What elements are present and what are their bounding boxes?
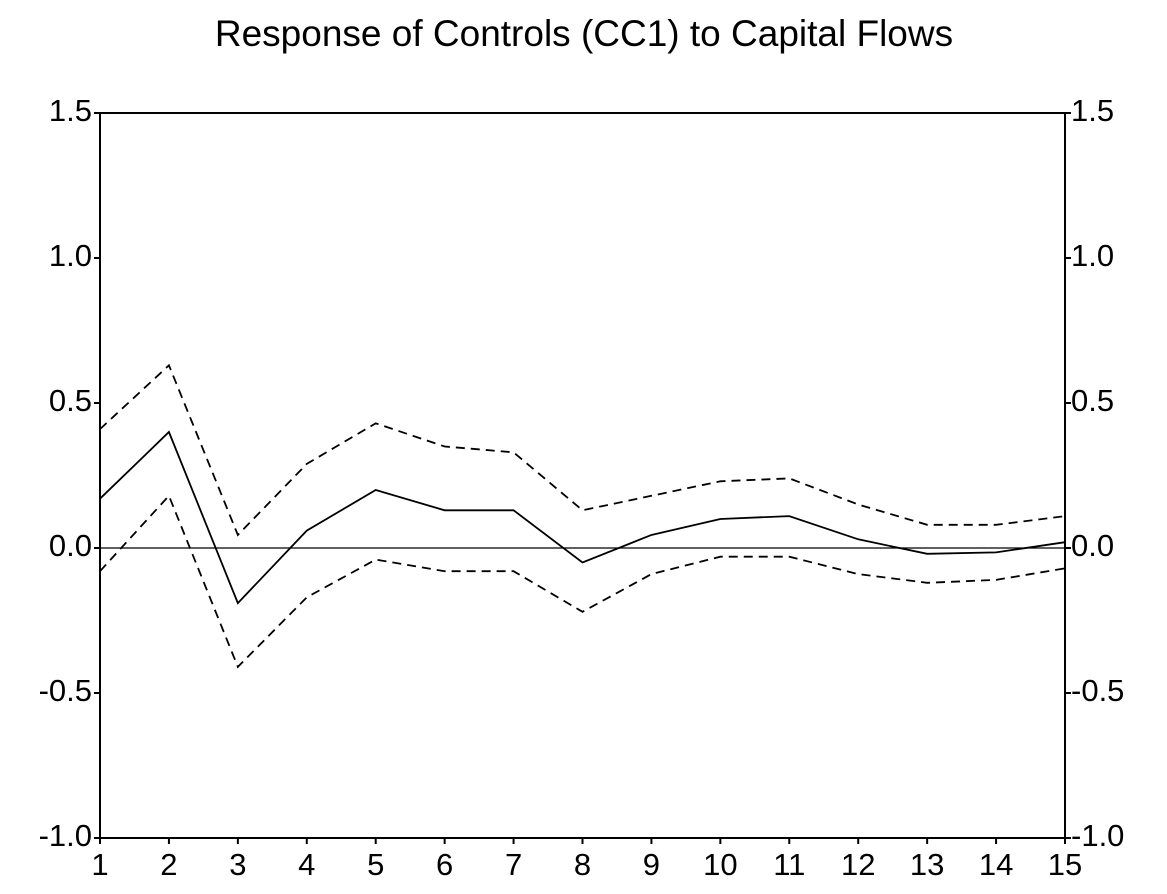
x-tick-label: 14 — [979, 847, 1013, 882]
x-tick-label: 15 — [1048, 847, 1082, 882]
y2-tick-label: -1.0 — [1071, 818, 1124, 853]
x-tick-label: 8 — [574, 847, 591, 882]
x-tick-label: 5 — [367, 847, 384, 882]
y-tick-label: 0.0 — [49, 528, 92, 563]
x-tick-label: 11 — [773, 847, 805, 882]
x-tick-label: 12 — [841, 847, 875, 882]
x-tick-label: 9 — [643, 847, 660, 882]
x-tick-label: 13 — [910, 847, 944, 882]
plot-frame — [99, 112, 1066, 839]
y2-tick-label: 1.5 — [1071, 93, 1114, 128]
x-tick-label: 2 — [160, 847, 177, 882]
x-tick-label: 6 — [436, 847, 453, 882]
y2-tick-label: 0.5 — [1071, 383, 1114, 418]
y-tick-label: 1.0 — [49, 238, 92, 273]
y2-tick-label: 0.0 — [1071, 528, 1114, 563]
y-tick-label: -0.5 — [39, 673, 92, 708]
series-line — [99, 494, 1066, 669]
y2-tick-label: -0.5 — [1071, 673, 1124, 708]
y-tick-label: -1.0 — [39, 818, 92, 853]
x-tick-label: 7 — [505, 847, 522, 882]
x-tick-label: 4 — [298, 847, 315, 882]
chart-title: Response of Controls (CC1) to Capital Fl… — [215, 13, 953, 54]
x-tick-label: 10 — [703, 847, 737, 882]
y2-tick-label: 1.0 — [1071, 238, 1114, 273]
series-line — [99, 363, 1066, 537]
y-tick-label: 1.5 — [49, 93, 92, 128]
y-tick-label: 0.5 — [49, 383, 92, 418]
series-line — [99, 430, 1066, 605]
x-tick-label: 1 — [91, 847, 108, 882]
x-tick-label: 3 — [229, 847, 246, 882]
